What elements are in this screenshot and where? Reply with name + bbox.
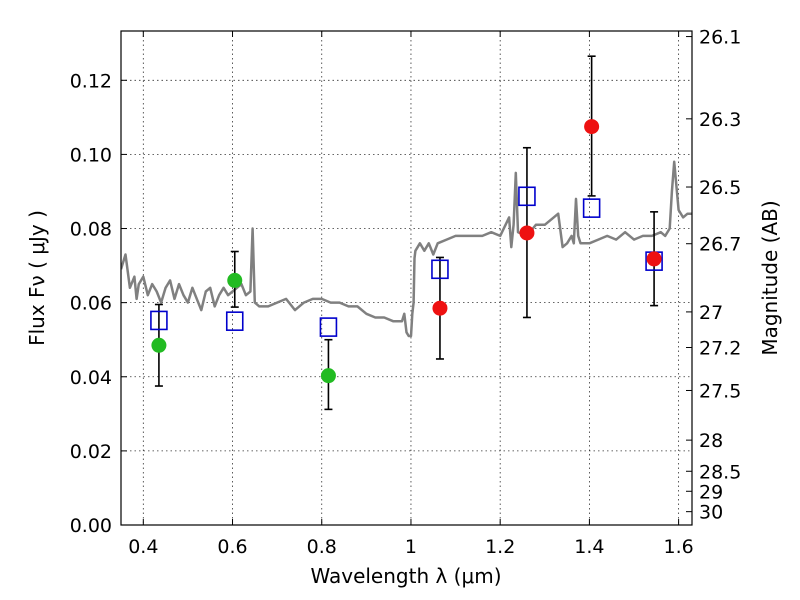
right-tick-label: 26.3 xyxy=(699,109,741,131)
x-tick-label: 1.4 xyxy=(574,536,604,558)
x-tick-label: 0.4 xyxy=(128,536,158,558)
plot-frame xyxy=(120,30,693,526)
right-tick-label: 26.5 xyxy=(699,177,741,199)
observed-circle-marker xyxy=(519,225,535,241)
x-axis-label: Wavelength λ (μm) xyxy=(310,564,501,588)
model-square-marker xyxy=(518,186,536,207)
y-tick-label: 0.04 xyxy=(70,367,112,389)
y-tick-label: 0.08 xyxy=(70,219,112,241)
x-tick-label: 1.2 xyxy=(485,536,515,558)
right-tick-label: 30 xyxy=(699,502,723,524)
right-tick-label: 28.5 xyxy=(699,461,741,483)
right-tick-label: 27 xyxy=(699,302,723,324)
right-tick-label: 26.7 xyxy=(699,234,741,256)
right-tick-label: 27.2 xyxy=(699,337,741,359)
right-axis-label: Magnitude (AB) xyxy=(758,200,782,355)
x-tick-label: 0.8 xyxy=(307,536,337,558)
model-square-marker xyxy=(431,259,449,280)
spectrum-layer xyxy=(121,160,692,338)
right-tick-label: 29 xyxy=(699,481,723,503)
model-square-marker xyxy=(319,317,338,337)
y-axis-label: Flux Fν ( μJy ) xyxy=(25,210,49,346)
observed-circle-marker xyxy=(320,368,336,384)
x-axis-ticks: 0.4 0.6 0.8 1 1.2 1.4 1.6 xyxy=(128,31,694,558)
right-tick-label: 26.1 xyxy=(699,27,741,49)
model-square-marker xyxy=(225,311,244,331)
y-tick-label: 0.10 xyxy=(70,144,112,166)
model-square-marker xyxy=(150,310,168,331)
right-tick-label: 27.5 xyxy=(699,380,741,402)
observed-circle-marker xyxy=(584,119,600,135)
model-square-marker xyxy=(582,198,601,218)
observed-circle-marker xyxy=(646,251,662,267)
x-tick-label: 0.6 xyxy=(217,536,247,558)
observed-circle-marker xyxy=(151,337,167,353)
x-tick-label: 1.6 xyxy=(664,536,694,558)
spectrum-line xyxy=(121,160,692,338)
x-tick-label: 1 xyxy=(405,536,417,558)
right-tick-label: 28 xyxy=(699,430,723,452)
y-tick-label: 0.00 xyxy=(70,515,112,537)
markers xyxy=(150,119,663,384)
y-axis-ticks: 0.00 0.02 0.04 0.06 0.08 0.10 0.12 xyxy=(70,70,127,537)
observed-circle-marker xyxy=(432,300,448,316)
y-tick-label: 0.06 xyxy=(70,293,112,315)
y-tick-label: 0.02 xyxy=(70,441,112,463)
y-tick-label: 0.12 xyxy=(70,70,112,92)
observed-circle-marker xyxy=(227,272,243,288)
